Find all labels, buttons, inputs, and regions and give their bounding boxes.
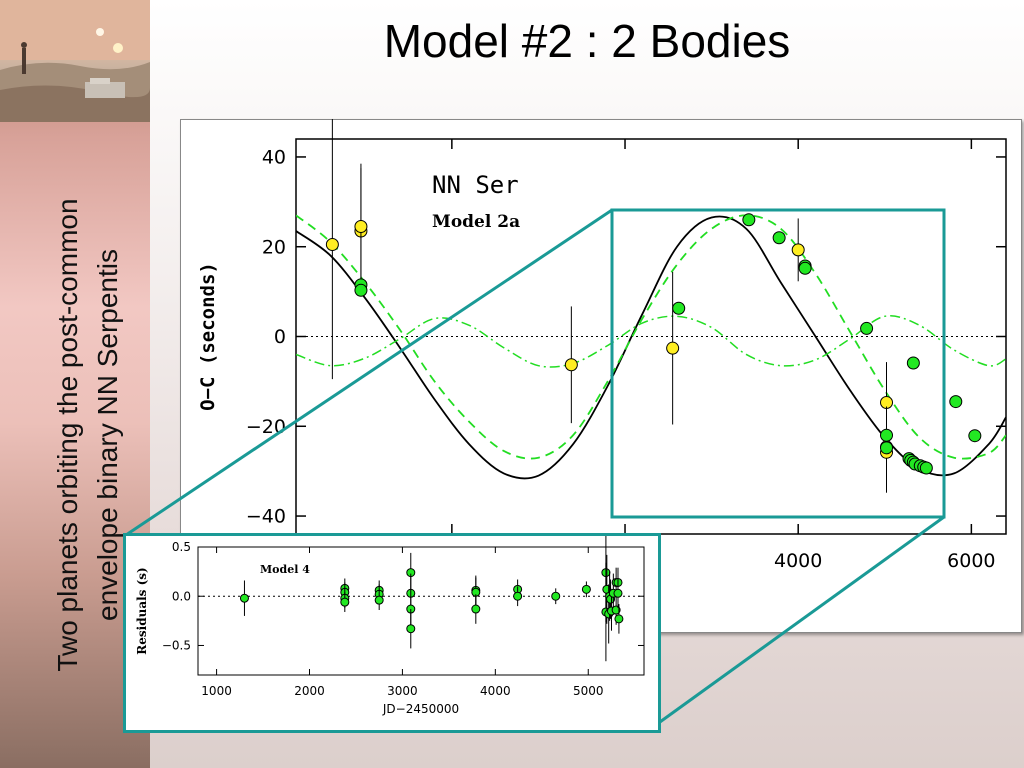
x-tick-label: 3000 (387, 684, 418, 698)
timing-point-green (613, 588, 623, 598)
y-tick-label: 20 (262, 236, 286, 258)
decorative-sidebar: Two planets orbiting the post-common env… (0, 0, 150, 768)
y-tick-label: −20 (246, 416, 286, 438)
timing-point-green (406, 624, 416, 634)
zoom-connector-bottom (652, 515, 945, 729)
timing-point-green (968, 429, 982, 443)
zoom-connector-top (125, 208, 613, 537)
timing-point-green (919, 461, 933, 475)
model-curve-total (296, 215, 1006, 480)
timing-point-yellow (791, 243, 805, 257)
timing-point-yellow (666, 341, 680, 355)
plot-area (296, 214, 1006, 480)
timing-point-green (340, 597, 350, 607)
timing-point-yellow (325, 237, 339, 251)
x-tick-label: 4000 (774, 550, 822, 572)
timing-point-green (906, 356, 920, 370)
timing-point-green (672, 301, 686, 315)
x-tick-label: 6000 (947, 550, 995, 572)
inset-chart: 1000 2000 3000 4000 5000 −0.5 0.0 0.5 JD−2450000… (135, 536, 645, 716)
chart-annotation-title: NN Ser (432, 171, 519, 199)
y-axis-label: O−C (seconds) (197, 262, 219, 411)
y-tick-label: 0.0 (172, 589, 191, 603)
plot-axes-frame (197, 546, 645, 676)
x-tick-label: 1000 (201, 684, 232, 698)
timing-point-green (513, 591, 523, 601)
inset-residuals-panel (123, 533, 661, 733)
x-axis-label: JD−2450000 (382, 702, 459, 716)
timing-point-yellow (564, 358, 578, 372)
timing-point-green (772, 231, 786, 245)
timing-point-green (471, 604, 481, 614)
timing-point-green (239, 593, 249, 603)
model-curve-outer-planet (296, 214, 1006, 460)
timing-point-green (880, 428, 894, 442)
chart-annotation-subtitle: Model 2a (432, 212, 520, 232)
y-tick-label: 0 (274, 326, 286, 348)
y-tick-label: 40 (262, 147, 286, 169)
landscape-photo (0, 0, 150, 122)
timing-point-green (860, 321, 874, 335)
timing-point-green (880, 441, 894, 455)
x-tick-label: 5000 (573, 684, 604, 698)
chart-annotation-title: Model 4 (260, 563, 310, 576)
slide-title: Model #2 : 2 Bodies (383, 15, 791, 67)
model-curve-inner-planet (296, 315, 1006, 368)
y-tick-label: −0.5 (162, 639, 191, 653)
timing-point-green (354, 283, 368, 297)
zoom-box (610, 208, 946, 519)
y-tick-label: 0.5 (172, 540, 191, 554)
timing-point-green (551, 591, 561, 601)
timing-point-green (374, 595, 384, 605)
timing-point-yellow (354, 220, 368, 234)
timing-point-green (798, 261, 812, 275)
timing-point-green (949, 395, 963, 409)
timing-point-green (614, 614, 624, 624)
x-tick-label: 2000 (294, 684, 325, 698)
y-axis-label: Residuals (s) (135, 567, 149, 654)
landscape-photo-drawing (0, 0, 150, 122)
x-tick-label: 4000 (480, 684, 511, 698)
y-tick-label: −40 (246, 506, 286, 528)
timing-point-green (742, 213, 756, 227)
timing-point-green (581, 584, 591, 594)
